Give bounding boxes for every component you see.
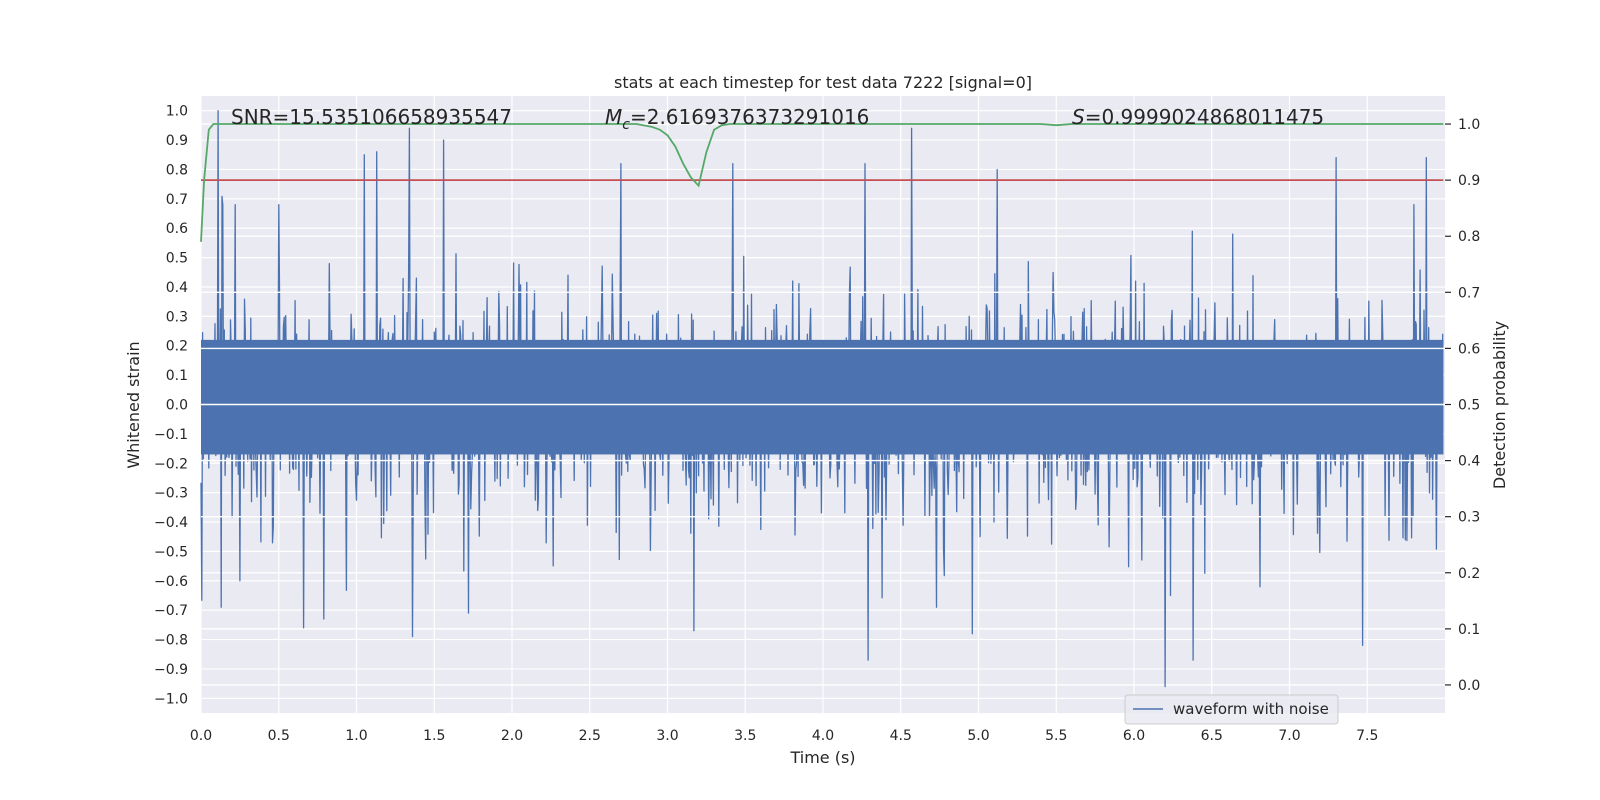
x-tick-label: 1.5 bbox=[423, 728, 445, 744]
y2-tick-label: 0.0 bbox=[1458, 678, 1480, 694]
legend-frame bbox=[1124, 694, 1339, 725]
chart-title: stats at each timestep for test data 722… bbox=[614, 73, 1032, 92]
x-tick-label: 4.5 bbox=[890, 728, 912, 744]
x-tick-label: 4.0 bbox=[812, 728, 834, 744]
x-tick-label: 3.5 bbox=[734, 728, 756, 744]
chirp-mass-subscript: c bbox=[622, 117, 630, 133]
y-tick-label: 0.1 bbox=[166, 368, 188, 384]
x-tick-label: 2.5 bbox=[579, 728, 601, 744]
y-tick-label: 0.8 bbox=[166, 162, 188, 178]
chirp-mass-symbol: M bbox=[605, 105, 622, 129]
chirp-mass-annotation: Mc=2.6169376373291016 bbox=[605, 105, 869, 133]
y-tick-label: −0.7 bbox=[154, 603, 188, 619]
y-tick-label: −0.5 bbox=[154, 544, 188, 560]
tick-layer: 0.0 0.5 1.0 1.5 2.0 2.5 3.0 3.5 4.0 4.5 5.0 5.5 6.0 6… bbox=[154, 104, 1480, 744]
legend: waveform with noise bbox=[1124, 694, 1339, 725]
x-tick-label: 5.0 bbox=[967, 728, 989, 744]
x-tick-label: 7.5 bbox=[1356, 728, 1378, 744]
y-tick-label: 0.6 bbox=[166, 221, 188, 237]
y-tick-label: 0.9 bbox=[166, 133, 188, 149]
y2-tick-label: 0.3 bbox=[1458, 510, 1480, 526]
waveform-dense-band bbox=[201, 339, 1444, 455]
s-score-symbol: S bbox=[1072, 105, 1085, 129]
x-tick-label: 1.0 bbox=[345, 728, 367, 744]
y-tick-label: −0.2 bbox=[154, 456, 188, 472]
y2-tick-label: 0.8 bbox=[1458, 229, 1480, 245]
y-tick-label: 0.0 bbox=[166, 398, 188, 414]
y2-tick-label: 0.9 bbox=[1458, 173, 1480, 189]
y-tick-label: 0.5 bbox=[166, 251, 188, 267]
y-axis-label: Whitened strain bbox=[124, 341, 143, 468]
legend-waveform-label: waveform with noise bbox=[1173, 700, 1329, 718]
y2-tick-label: 0.7 bbox=[1458, 285, 1480, 301]
y2-tick-label: 0.5 bbox=[1458, 398, 1480, 414]
y-tick-label: −0.3 bbox=[154, 486, 188, 502]
y2-tick-label: 0.2 bbox=[1458, 566, 1480, 582]
y2-tick-label: 1.0 bbox=[1458, 117, 1480, 133]
y-tick-label: −0.1 bbox=[154, 427, 188, 443]
x-tick-label: 5.5 bbox=[1045, 728, 1067, 744]
y2-axis-label: Detection probability bbox=[1490, 321, 1509, 489]
y2-tick-label: 0.6 bbox=[1458, 341, 1480, 357]
s-score-annotation: S=0.9999024868011475 bbox=[1072, 105, 1324, 129]
x-tick-label: 7.0 bbox=[1278, 728, 1300, 744]
chirp-mass-value: =2.6169376373291016 bbox=[630, 105, 869, 129]
x-tick-label: 6.5 bbox=[1201, 728, 1223, 744]
x-axis-label: Time (s) bbox=[789, 748, 855, 767]
y-tick-label: 0.3 bbox=[166, 309, 188, 325]
y-tick-label: 1.0 bbox=[166, 104, 188, 120]
x-tick-label: 2.0 bbox=[501, 728, 523, 744]
x-tick-label: 0.0 bbox=[190, 728, 212, 744]
y2-tick-label: 0.1 bbox=[1458, 622, 1480, 638]
y-tick-label: −1.0 bbox=[154, 691, 188, 707]
y-tick-label: 0.4 bbox=[166, 280, 188, 296]
y-tick-label: −0.8 bbox=[154, 633, 188, 649]
x-tick-label: 3.0 bbox=[656, 728, 678, 744]
x-tick-label: 0.5 bbox=[268, 728, 290, 744]
x-tick-label: 6.0 bbox=[1123, 728, 1145, 744]
snr-annotation: SNR=15.535106658935547 bbox=[231, 105, 512, 129]
y-tick-label: 0.2 bbox=[166, 339, 188, 355]
detection-probability-line bbox=[200, 123, 1444, 242]
probability-layer bbox=[200, 123, 1444, 242]
y2-tick-label: 0.4 bbox=[1458, 454, 1480, 470]
waveform-layer bbox=[200, 110, 1445, 688]
y-tick-label: −0.9 bbox=[154, 662, 188, 678]
s-score-value: =0.9999024868011475 bbox=[1085, 105, 1324, 129]
y-tick-label: −0.4 bbox=[154, 515, 188, 531]
y-tick-label: −0.6 bbox=[154, 574, 188, 590]
y-tick-label: 0.7 bbox=[166, 192, 188, 208]
